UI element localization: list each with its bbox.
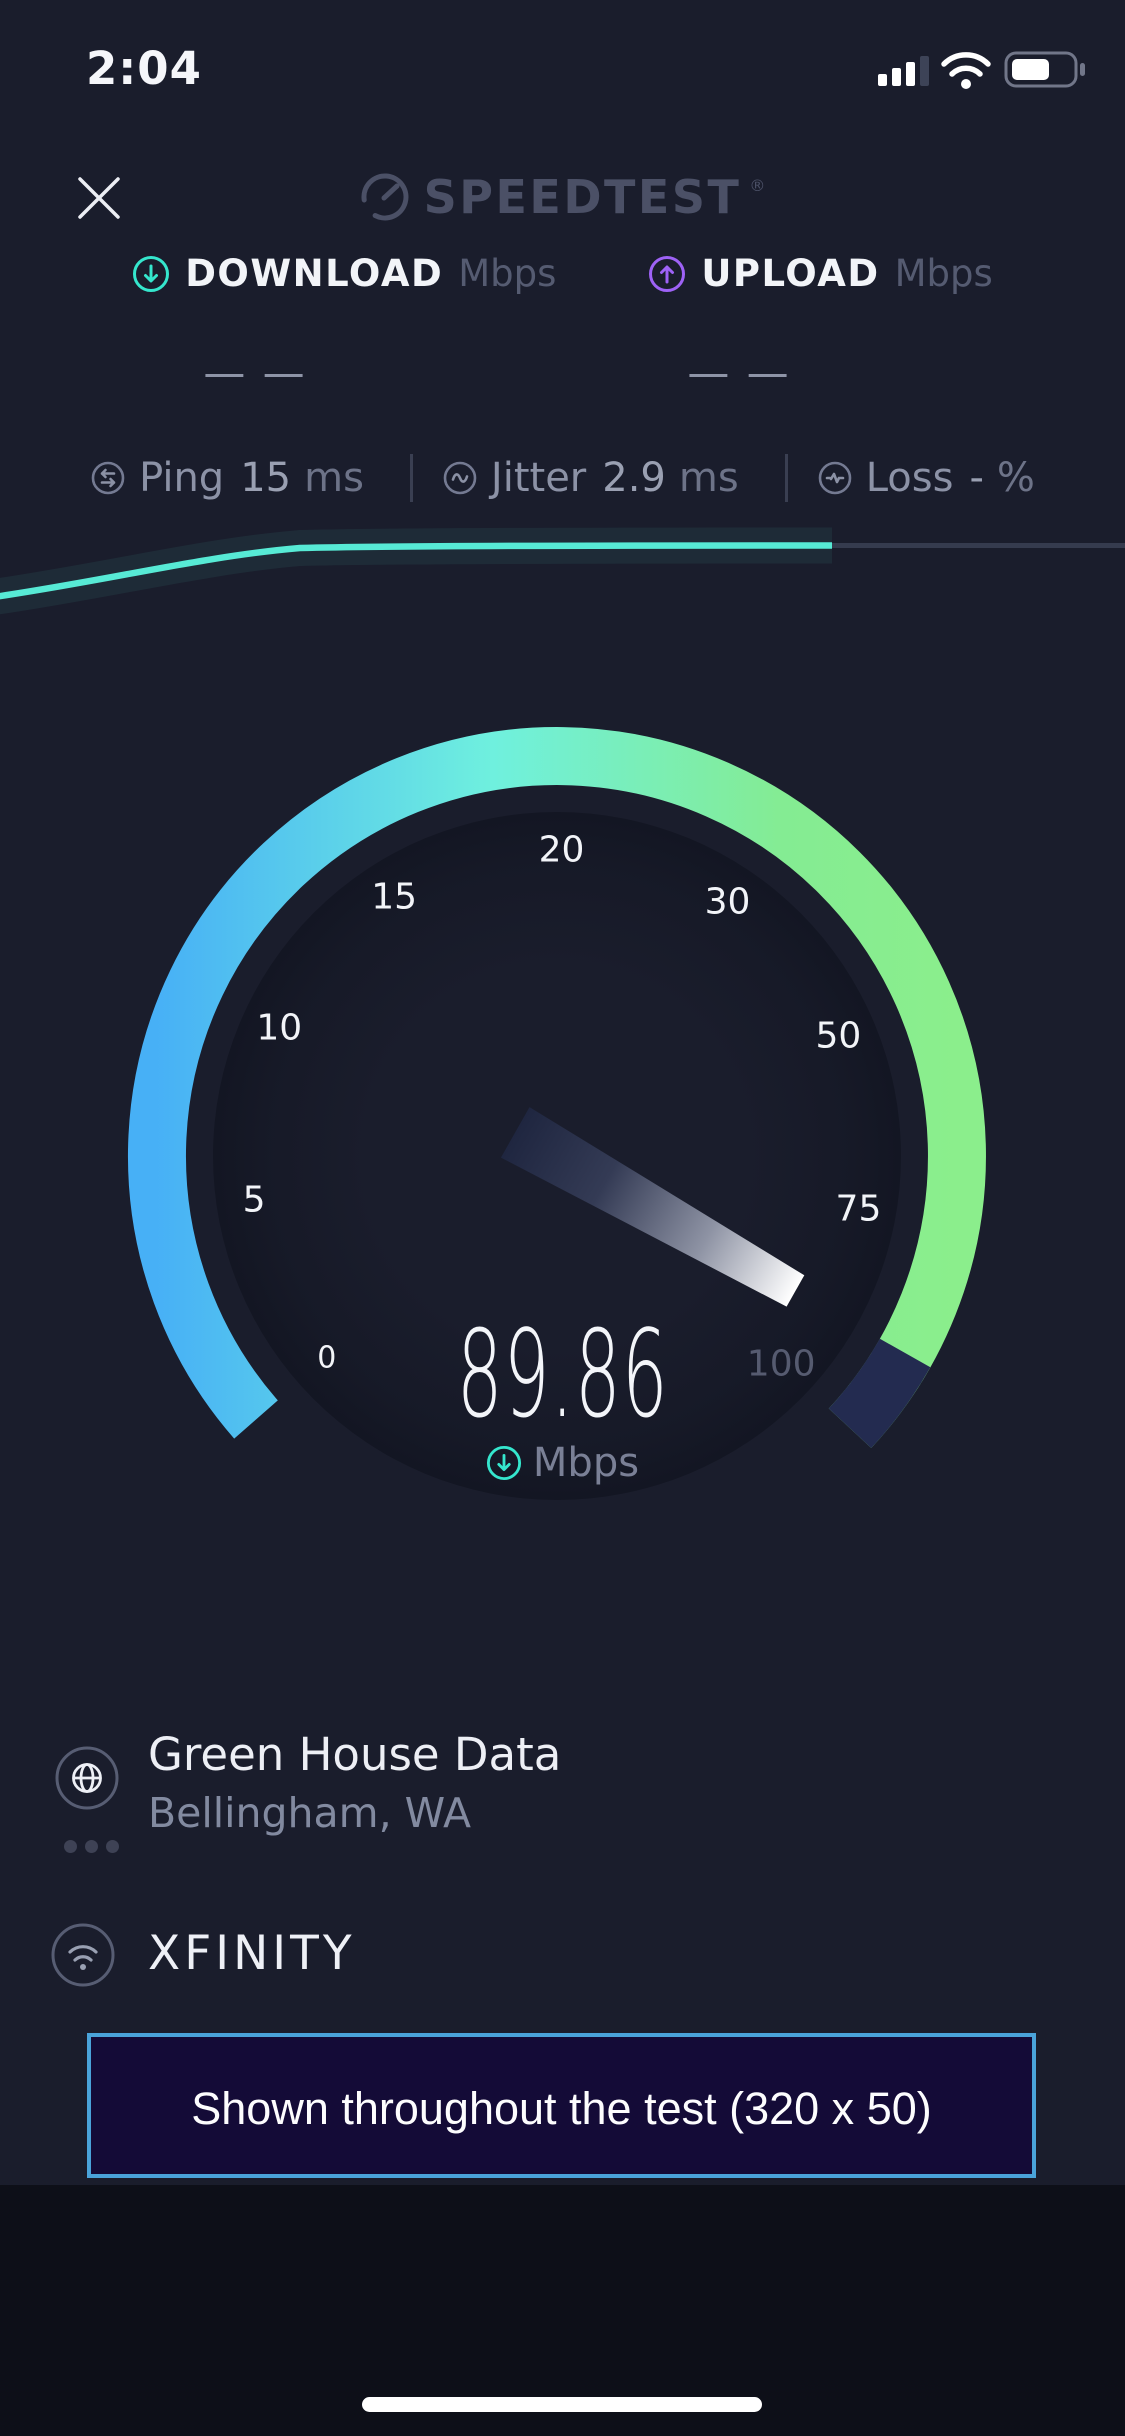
battery-icon (1004, 51, 1085, 88)
gauge-scale-label: 50 (815, 1015, 862, 1057)
close-icon[interactable] (78, 177, 120, 219)
ad-banner-text: Shown throughout the test (320 x 50) (191, 2082, 932, 2134)
speed-sparkline (0, 527, 1125, 615)
gauge-scale-label: 0 (317, 1340, 337, 1376)
ping-metric: Ping 15 ms (90, 455, 364, 501)
gauge-unit-row: Mbps (0, 1440, 1125, 1486)
home-indicator[interactable] (362, 2397, 762, 2412)
jitter-value: 2.9 (602, 455, 666, 501)
latency-row: Ping 15 ms Jitter 2.9 ms (0, 454, 1125, 502)
gauge-band (128, 727, 986, 1448)
gauge-current-value: 89.86 (456, 1306, 669, 1445)
ad-banner[interactable]: Shown throughout the test (320 x 50) (87, 2033, 1036, 2178)
ping-icon (91, 461, 125, 495)
gauge-scale-label: 5 (242, 1179, 266, 1221)
wifi-status-icon (941, 52, 991, 89)
download-label: DOWNLOAD (185, 252, 444, 295)
app-logo: SPEEDTEST ® (0, 170, 1125, 224)
registered-mark: ® (749, 176, 766, 195)
connection-wifi-icon (51, 1923, 115, 1987)
packet-loss-icon (818, 461, 852, 495)
gauge-scale-label: 30 (704, 881, 751, 923)
download-header: DOWNLOAD Mbps (132, 252, 556, 295)
gauge-scale-label: 75 (835, 1188, 882, 1230)
loss-value: - (969, 455, 984, 501)
gauge-remaining-arc (828, 1338, 931, 1449)
download-placeholder: — — (203, 348, 307, 397)
ping-label: Ping (139, 455, 225, 501)
server-globe-icon (55, 1746, 119, 1810)
tab-bar: Speed Results (0, 2185, 1125, 2436)
gauge-scale-label: 100 (746, 1343, 816, 1385)
download-unit: Mbps (458, 252, 557, 295)
loss-label: Loss (865, 455, 954, 501)
cellular-signal-icon (878, 56, 929, 86)
upload-header: UPLOAD Mbps (648, 252, 993, 295)
download-circle-arrow-icon (133, 255, 170, 292)
ping-value: 15 (240, 455, 292, 501)
gauge-scale-label: 10 (256, 1007, 303, 1049)
upload-placeholder: — — (687, 348, 791, 397)
speed-gauge (128, 727, 986, 1500)
upload-label: UPLOAD (701, 252, 880, 295)
result-header-row: DOWNLOAD Mbps UPLOAD Mbps (0, 252, 1125, 295)
jitter-label: Jitter (490, 455, 587, 501)
speedtest-logo-gauge-icon (361, 173, 409, 221)
upload-circle-arrow-icon (649, 255, 686, 292)
gauge-scale-label: 20 (538, 829, 585, 871)
separator (784, 454, 788, 502)
server-name: Green House Data (148, 1728, 562, 1781)
logo-wordmark: SPEEDTEST (423, 170, 742, 224)
server-location: Bellingham, WA (148, 1789, 471, 1837)
gauge-unit: Mbps (532, 1440, 640, 1486)
server-menu-dots[interactable] (64, 1840, 119, 1853)
loss-metric: Loss - % (817, 455, 1035, 501)
status-time: 2:04 (86, 42, 202, 95)
upload-unit: Mbps (894, 252, 993, 295)
ping-unit: ms (304, 455, 364, 501)
isp-name: XFINITY (148, 1926, 356, 1981)
gauge-scale-label: 15 (371, 876, 418, 918)
jitter-unit: ms (678, 455, 739, 501)
gauge-needle (500, 1107, 805, 1307)
loss-unit: % (996, 455, 1035, 501)
download-circle-arrow-icon (486, 1445, 521, 1481)
jitter-icon (443, 461, 477, 495)
separator (409, 454, 413, 502)
jitter-metric: Jitter 2.9 ms (442, 455, 739, 501)
